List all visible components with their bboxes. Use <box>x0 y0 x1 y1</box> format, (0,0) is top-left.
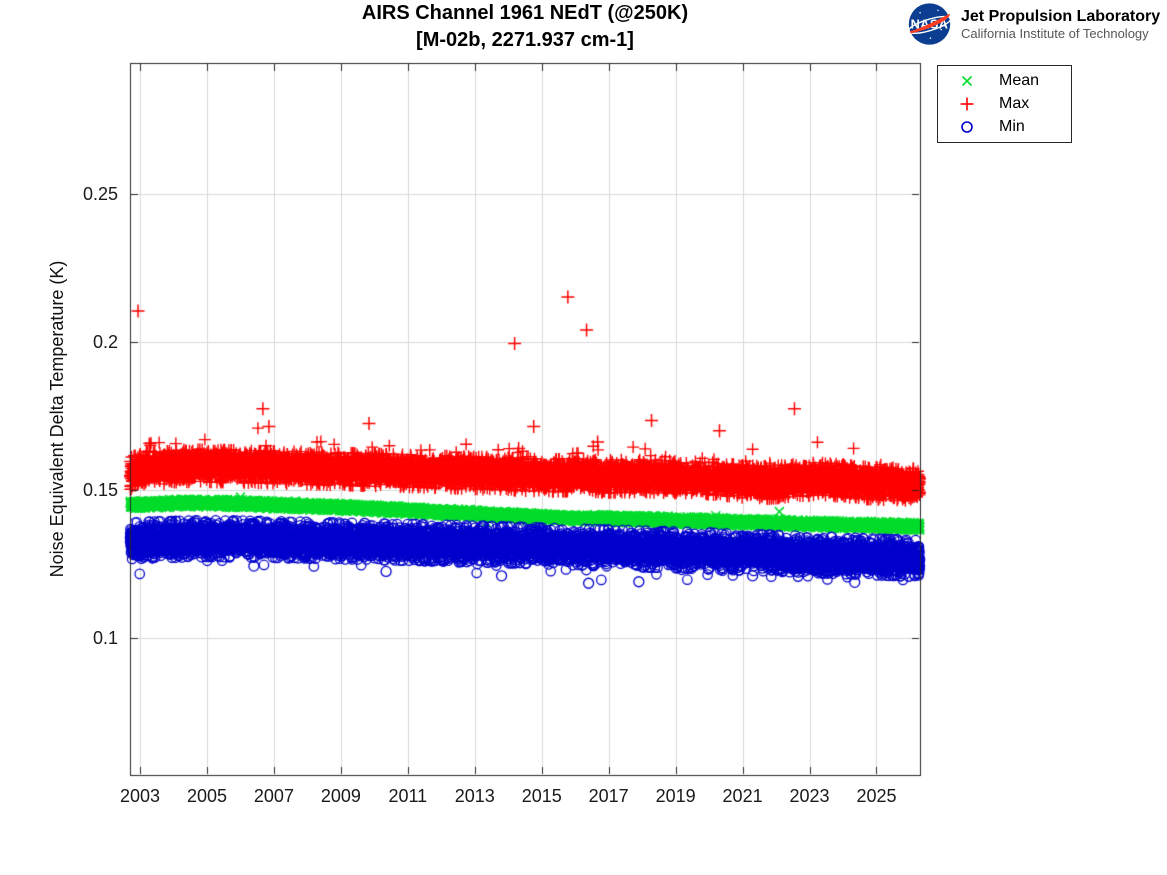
jpl-text: Jet Propulsion Laboratory California Ins… <box>961 7 1160 42</box>
x-tick-label-2025: 2025 <box>856 786 897 806</box>
nasa-meatball-icon: NASA <box>907 3 952 45</box>
y-tick-label-0.2: 0.2 <box>92 332 118 353</box>
jpl-name: Jet Propulsion Laboratory <box>961 7 1161 25</box>
y-tick-label-0.25: 0.25 <box>82 184 118 205</box>
y-tick-label-0.1: 0.1 <box>92 627 118 648</box>
caltech-name: California Institute of Technology <box>961 25 1149 41</box>
x-tick-label-2011: 2011 <box>388 786 428 806</box>
max-marker-icon <box>958 95 976 113</box>
legend-item-mean: Mean <box>938 70 1071 92</box>
x-tick-label-2003: 2003 <box>120 786 161 806</box>
legend-label: Min <box>999 118 1025 136</box>
legend-item-max: Max <box>938 93 1071 115</box>
legend: Mean Max Min <box>937 65 1072 143</box>
x-tick-label-2013: 2013 <box>454 786 495 806</box>
y-tick-label-0.15: 0.15 <box>82 480 118 501</box>
chart-subtitle: [M-02b, 2271.937 cm-1] <box>416 29 634 51</box>
y-axis-label: Noise Equivalent Delta Temperature (K) <box>47 260 67 578</box>
x-tick-label-2015: 2015 <box>521 786 562 806</box>
x-tick-label-2007: 2007 <box>253 786 294 806</box>
x-tick-label-2019: 2019 <box>655 786 696 806</box>
legend-item-min: Min <box>938 116 1071 138</box>
x-tick-label-2005: 2005 <box>186 786 227 806</box>
legend-label: Max <box>999 94 1030 112</box>
jpl-logo: NASA Jet Propulsion Laboratory Californi… <box>906 2 1160 46</box>
x-tick-label-2017: 2017 <box>588 786 629 806</box>
chart-title: AIRS Channel 1961 NEdT (@250K) <box>361 2 689 24</box>
legend-label: Mean <box>999 71 1040 89</box>
x-tick-label-2023: 2023 <box>789 786 830 806</box>
x-tick-label-2021: 2021 <box>722 786 763 806</box>
mean-marker-icon <box>958 72 976 90</box>
x-tick-label-2009: 2009 <box>320 786 361 806</box>
min-marker-icon <box>958 118 976 136</box>
